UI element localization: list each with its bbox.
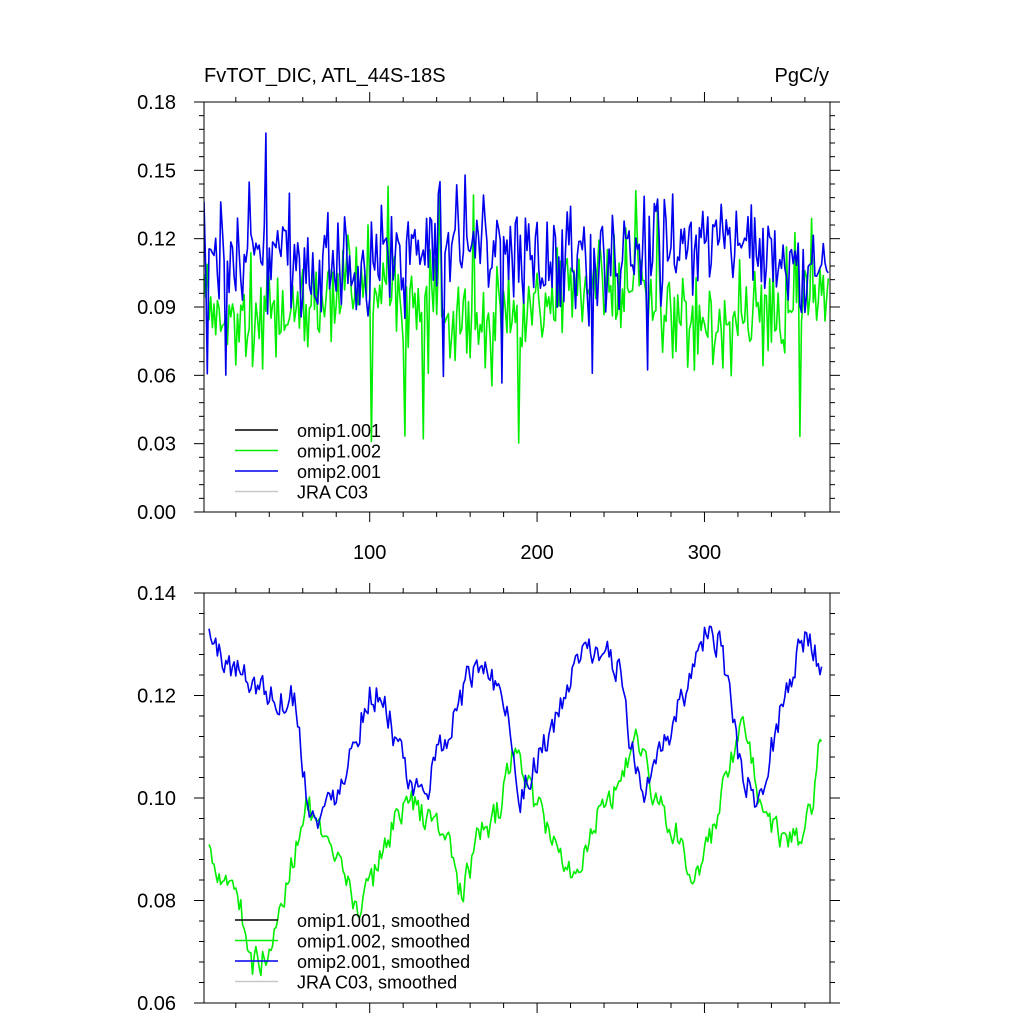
- series-line: [204, 132, 829, 384]
- y-tick-label: 0.08: [137, 891, 176, 913]
- legend-label: omip1.001: [297, 421, 381, 441]
- series-line: [204, 185, 830, 444]
- top-chart-units: PgC/y: [775, 65, 829, 87]
- y-tick-label: 0.12: [137, 686, 176, 708]
- top-chart-panel: FvTOT_DIC, ATL_44S-18S PgC/y 0.000.030.0…: [137, 65, 840, 564]
- y-tick-label: 0.10: [137, 788, 176, 810]
- legend-label: omip1.001, smoothed: [297, 911, 470, 931]
- y-tick-label: 0.03: [137, 434, 176, 456]
- series-line: [208, 625, 823, 829]
- series-line: [208, 715, 823, 977]
- x-tick-label: 200: [520, 542, 553, 564]
- bottom-chart-frame: [203, 592, 831, 1004]
- y-tick-label: 0.15: [137, 160, 176, 182]
- bottom-chart-series: [208, 625, 823, 977]
- x-tick-label: 100: [353, 542, 386, 564]
- y-tick-label: 0.00: [137, 502, 176, 524]
- top-chart-title: FvTOT_DIC, ATL_44S-18S: [204, 65, 446, 87]
- y-tick-label: 0.06: [137, 993, 176, 1015]
- y-tick-label: 0.06: [137, 365, 176, 387]
- x-tick-label: 300: [688, 542, 721, 564]
- legend-label: omip2.001, smoothed: [297, 952, 470, 972]
- top-chart-series: [204, 132, 830, 444]
- top-chart-frame: [203, 101, 831, 513]
- bottom-chart-panel: 0.06 0.08 0.10 0.12 0.14 omip1.001, smoothed…: [137, 583, 840, 1015]
- legend-label: JRA C03, smoothed: [297, 973, 457, 993]
- y-tick-label: 0.09: [137, 297, 176, 319]
- bottom-chart-ticks: 0.06 0.08 0.10 0.12 0.14: [137, 583, 840, 1015]
- y-tick-label: 0.14: [137, 583, 176, 605]
- legend-label: omip2.001: [297, 462, 381, 482]
- legend-label: omip1.002, smoothed: [297, 932, 470, 952]
- y-tick-label: 0.18: [137, 92, 176, 114]
- legend-label: JRA C03: [297, 483, 368, 503]
- y-tick-label: 0.12: [137, 229, 176, 251]
- top-chart-ticks: 0.00 0.03 0.06 0.09 0.12 0.15 0.18 100 200 300: [137, 92, 840, 564]
- legend-label: omip1.002: [297, 442, 381, 462]
